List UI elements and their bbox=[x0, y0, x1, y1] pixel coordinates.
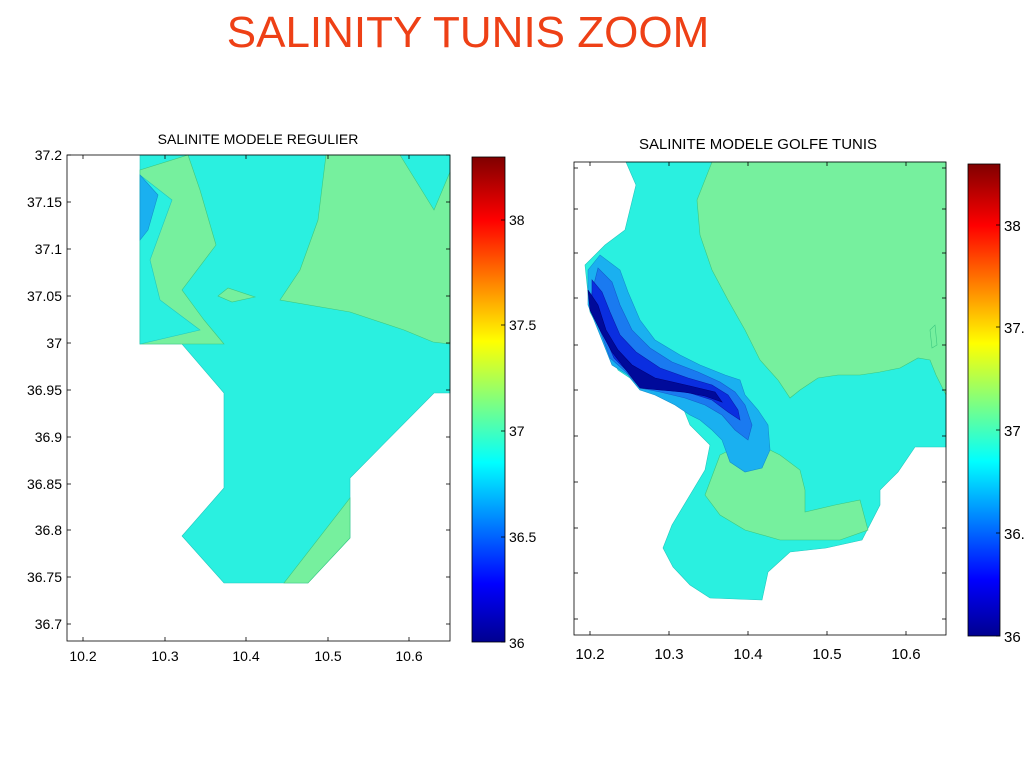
y-tick-label: 36.7 bbox=[35, 616, 62, 632]
colorbar-tick-label: 36 bbox=[1004, 629, 1021, 646]
y-tick-label: 37.05 bbox=[27, 288, 62, 304]
y-tick-label: 37 bbox=[46, 335, 62, 351]
left-colorbar-ticks bbox=[501, 219, 505, 643]
colorbar-tick-label: 38 bbox=[509, 212, 525, 228]
colorbar-tick-label: 37 bbox=[509, 423, 525, 439]
x-tick-label: 10.2 bbox=[575, 646, 604, 663]
y-tick-label: 37.15 bbox=[27, 194, 62, 210]
left-colorbar bbox=[471, 156, 506, 643]
right-colorbar bbox=[967, 163, 1001, 637]
x-tick-label: 10.4 bbox=[733, 646, 762, 663]
right-plot-title: SALINITE MODELE GOLFE TUNIS bbox=[639, 136, 877, 153]
y-tick-label: 36.85 bbox=[27, 476, 62, 492]
colorbar-tick-label: 38 bbox=[1004, 218, 1021, 235]
right-high-salinity-zone bbox=[696, 161, 947, 399]
colorbar-tick-label: 37.5 bbox=[509, 317, 536, 333]
left-high-salinity-zone bbox=[279, 154, 451, 345]
x-tick-label: 10.6 bbox=[395, 648, 422, 664]
colorbar-tick-label: 37 bbox=[1004, 423, 1021, 440]
left-plot-title: SALINITE MODELE REGULIER bbox=[158, 131, 359, 147]
y-tick-label: 36.9 bbox=[35, 429, 62, 445]
x-tick-label: 10.5 bbox=[314, 648, 341, 664]
left-high-salinity-zone bbox=[217, 287, 257, 303]
y-tick-label: 36.95 bbox=[27, 382, 62, 398]
y-tick-label: 37.1 bbox=[35, 241, 62, 257]
right-lowest-salinity-core bbox=[587, 289, 723, 403]
left-low-salinity-patch bbox=[139, 174, 159, 241]
right-contour-field bbox=[584, 161, 947, 601]
right-plot-frame bbox=[573, 161, 947, 636]
colorbar-tick-label: 37. bbox=[1004, 320, 1024, 337]
x-tick-label: 10.3 bbox=[654, 646, 683, 663]
left-plot-frame bbox=[66, 154, 451, 642]
right-x-tick-labels: 10.2 10.3 10.4 10.5 10.6 bbox=[575, 646, 920, 663]
right-high-salinity-zone bbox=[929, 324, 938, 349]
left-colorbar-labels: 38 37.5 37 36.5 36 bbox=[509, 212, 536, 651]
colorbar-tick-label: 36.5 bbox=[509, 529, 536, 545]
colorbar-tick-label: 36 bbox=[509, 635, 525, 651]
y-tick-label: 36.75 bbox=[27, 569, 62, 585]
x-tick-label: 10.6 bbox=[891, 646, 920, 663]
y-tick-label: 36.8 bbox=[35, 522, 62, 538]
left-axis-ticks bbox=[67, 154, 450, 641]
right-axis-ticks bbox=[574, 162, 946, 635]
left-y-tick-labels: 37.2 37.15 37.1 37.05 37 36.95 36.9 36.8… bbox=[27, 147, 62, 632]
colorbar-tick-label: 36. bbox=[1004, 526, 1024, 543]
left-x-tick-labels: 10.2 10.3 10.4 10.5 10.6 bbox=[69, 648, 422, 664]
right-lowest-salinity-core bbox=[591, 279, 741, 421]
slide-title: SALINITY TUNIS ZOOM bbox=[226, 8, 710, 57]
left-high-salinity-zone bbox=[283, 497, 351, 584]
left-contour-field bbox=[139, 154, 451, 584]
right-colorbar-ticks bbox=[996, 224, 1000, 637]
right-colorbar-labels: 38 37. 37 36. 36 bbox=[1004, 218, 1024, 646]
x-tick-label: 10.4 bbox=[232, 648, 259, 664]
x-tick-label: 10.2 bbox=[69, 648, 96, 664]
x-tick-label: 10.5 bbox=[812, 646, 841, 663]
y-tick-label: 37.2 bbox=[35, 147, 62, 163]
x-tick-label: 10.3 bbox=[151, 648, 178, 664]
left-sea-region bbox=[139, 174, 201, 345]
